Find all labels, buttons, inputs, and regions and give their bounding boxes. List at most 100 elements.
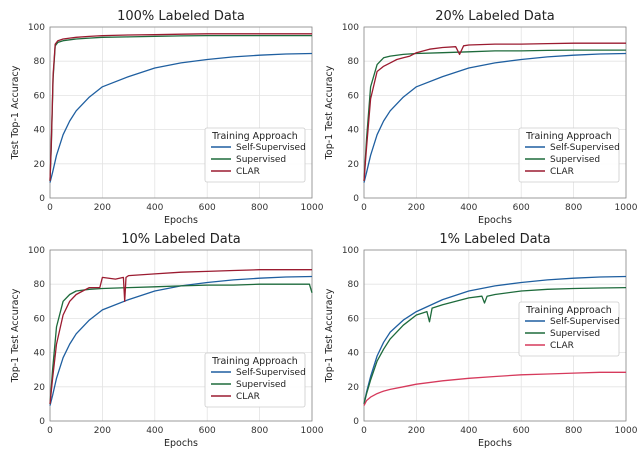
chart-title: 10% Labeled Data	[121, 232, 241, 247]
y-tick-label: 100	[28, 23, 45, 33]
x-tick-label: 600	[513, 426, 530, 436]
y-tick-label: 40	[348, 349, 360, 359]
legend-entry: Self-Supervised	[236, 368, 306, 378]
legend-entry: Self-Supervised	[550, 317, 620, 327]
legend-box	[518, 127, 620, 183]
y-tick-label: 100	[342, 246, 359, 256]
legend-entry: CLAR	[550, 341, 574, 351]
plot-frame	[49, 249, 313, 422]
y-tick-label: 60	[348, 91, 360, 101]
series-line-self-supervised	[363, 52, 627, 183]
x-tick-label: 600	[199, 426, 216, 436]
y-tick-label: 0	[39, 194, 45, 204]
x-tick-label: 400	[460, 203, 477, 213]
y-tick-label: 0	[39, 417, 45, 427]
legend-entry: Supervised	[236, 155, 286, 165]
x-tick-label: 400	[146, 426, 163, 436]
x-tick-label: 800	[251, 203, 268, 213]
y-axis-label: Top-1 Test Accuracy	[324, 288, 335, 383]
y-tick-label: 20	[34, 383, 46, 393]
legend-title: Training Approach	[525, 131, 612, 142]
x-tick-label: 600	[199, 203, 216, 213]
x-tick-label: 200	[408, 426, 425, 436]
series-line-self-supervised	[363, 275, 627, 405]
legend-box	[204, 352, 306, 408]
plot-frame	[363, 26, 627, 199]
y-tick-label: 100	[342, 23, 359, 33]
series-line-clar	[49, 269, 312, 404]
series-line-supervised	[363, 49, 626, 181]
series-line-supervised	[49, 283, 313, 404]
y-tick-label: 0	[353, 194, 359, 204]
series-line-supervised	[363, 286, 627, 405]
legend-entry: Supervised	[550, 155, 600, 165]
x-tick-label: 400	[460, 426, 477, 436]
series-line-self-supervised	[49, 52, 313, 183]
x-tick-label: 1000	[301, 426, 324, 436]
y-tick-label: 80	[348, 57, 360, 67]
x-tick-label: 0	[47, 426, 53, 436]
series-line-clar	[363, 371, 626, 406]
x-tick-label: 800	[565, 426, 582, 436]
x-tick-label: 800	[565, 203, 582, 213]
x-tick-label: 400	[146, 203, 163, 213]
y-tick-label: 60	[348, 314, 360, 324]
legend-title: Training Approach	[525, 305, 612, 316]
y-tick-label: 0	[353, 417, 359, 427]
legend-title: Training Approach	[211, 131, 298, 142]
x-tick-label: 600	[513, 203, 530, 213]
legend-entry: CLAR	[236, 392, 260, 402]
x-axis-label: Epochs	[478, 215, 512, 226]
x-axis-label: Epochs	[478, 438, 512, 449]
y-axis-label: Top-1 Test Accuracy	[324, 65, 335, 160]
y-tick-label: 60	[34, 314, 46, 324]
y-tick-label: 60	[34, 91, 46, 101]
x-tick-label: 1000	[615, 426, 638, 436]
x-tick-label: 1000	[301, 203, 324, 213]
y-tick-label: 40	[34, 126, 46, 136]
y-tick-label: 80	[34, 280, 46, 290]
x-axis-label: Epochs	[164, 215, 198, 226]
y-axis-label: Top-1 Test Accuracy	[10, 288, 21, 383]
legend-entry: CLAR	[236, 167, 260, 177]
series-line-clar	[49, 33, 312, 181]
chart-title: 1% Labeled Data	[439, 232, 550, 247]
y-tick-label: 80	[34, 57, 46, 67]
chart-title: 100% Labeled Data	[117, 9, 245, 24]
plot-frame	[49, 26, 313, 199]
y-tick-label: 20	[34, 160, 46, 170]
legend-box	[204, 127, 306, 183]
legend-entry: Supervised	[550, 329, 600, 339]
legend-entry: Supervised	[236, 380, 286, 390]
x-tick-label: 200	[94, 426, 111, 436]
x-tick-label: 800	[251, 426, 268, 436]
chart-title: 20% Labeled Data	[435, 9, 555, 24]
x-tick-label: 1000	[615, 203, 638, 213]
legend-entry: CLAR	[550, 167, 574, 177]
y-axis-label: Test Top-1 Accuracy	[10, 65, 21, 160]
y-tick-label: 40	[348, 126, 360, 136]
x-tick-label: 200	[408, 203, 425, 213]
plot-frame	[363, 249, 627, 422]
y-tick-label: 80	[348, 280, 360, 290]
y-tick-label: 100	[28, 246, 45, 256]
x-tick-label: 0	[361, 426, 367, 436]
x-tick-label: 0	[361, 203, 367, 213]
series-line-clar	[363, 42, 626, 181]
legend-title: Training Approach	[211, 356, 298, 367]
legend-entry: Self-Supervised	[550, 143, 620, 153]
x-tick-label: 0	[47, 203, 53, 213]
y-tick-label: 40	[34, 349, 46, 359]
series-line-self-supervised	[49, 275, 313, 406]
y-tick-label: 20	[348, 383, 360, 393]
legend-entry: Self-Supervised	[236, 143, 306, 153]
y-tick-label: 20	[348, 160, 360, 170]
legend-box	[518, 301, 620, 357]
x-axis-label: Epochs	[164, 438, 198, 449]
